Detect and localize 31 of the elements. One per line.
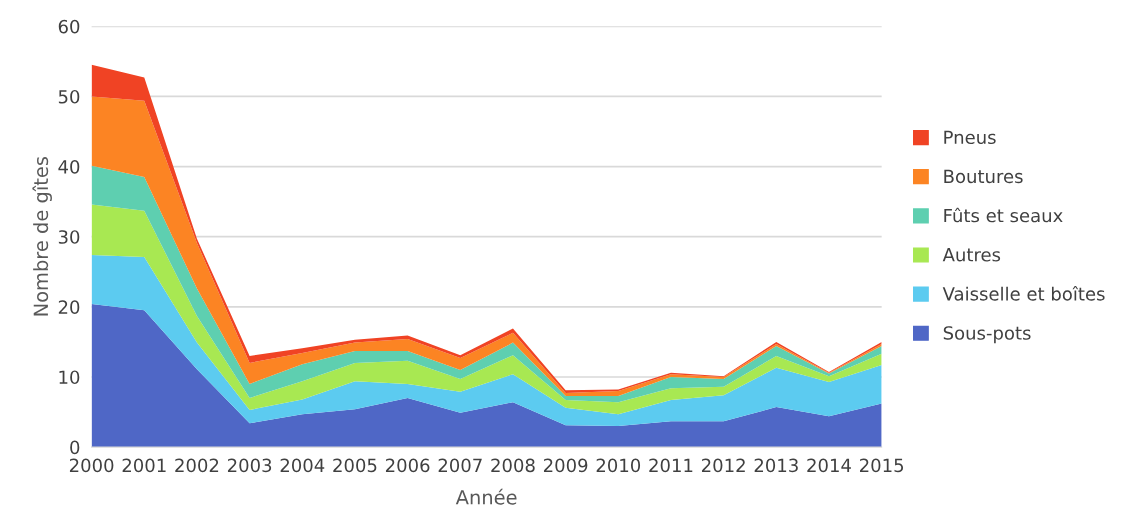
y-tick-label: 20 [58, 300, 80, 314]
legend-label: Pneus [944, 130, 996, 145]
x-tick-label: 2000 [69, 458, 114, 473]
x-tick-label: 2012 [701, 458, 745, 473]
x-axis-title: Année [455, 488, 517, 505]
x-tick-label: 2007 [438, 458, 482, 473]
x-tick-label: 2011 [649, 458, 693, 473]
y-tick-label: 30 [58, 230, 80, 244]
x-tick-label: 2013 [754, 458, 798, 473]
x-tick-label: 2014 [807, 458, 851, 473]
x-tick-label: 2008 [491, 458, 535, 473]
y-tick-label: 0 [70, 440, 80, 455]
x-tick-label: 2009 [543, 458, 588, 473]
x-tick-label: 2015 [860, 458, 904, 473]
x-tick-label: 2005 [333, 458, 377, 473]
y-tick-label: 60 [58, 19, 80, 34]
legend-label: Autres [942, 248, 1001, 262]
x-tick-label: 2004 [280, 458, 325, 473]
y-tick-label: 50 [58, 89, 80, 104]
x-tick-label: 2006 [385, 458, 430, 473]
legend-label: Boutures [944, 169, 1023, 184]
legend-label: Vaisselle et boîtes [942, 285, 1105, 301]
x-tick-label: 2010 [596, 458, 641, 473]
x-tick-label: 2001 [122, 458, 166, 473]
x-tick-label: 2002 [175, 458, 219, 473]
y-tick-label: 40 [58, 160, 80, 174]
y-axis-title: Nombre de gîtes [32, 156, 52, 316]
legend-label: Sous-pots [943, 326, 1031, 344]
y-tick-label: 10 [59, 370, 80, 385]
legend-label: Fûts et seaux [944, 207, 1063, 223]
x-tick-label: 2003 [227, 458, 272, 473]
